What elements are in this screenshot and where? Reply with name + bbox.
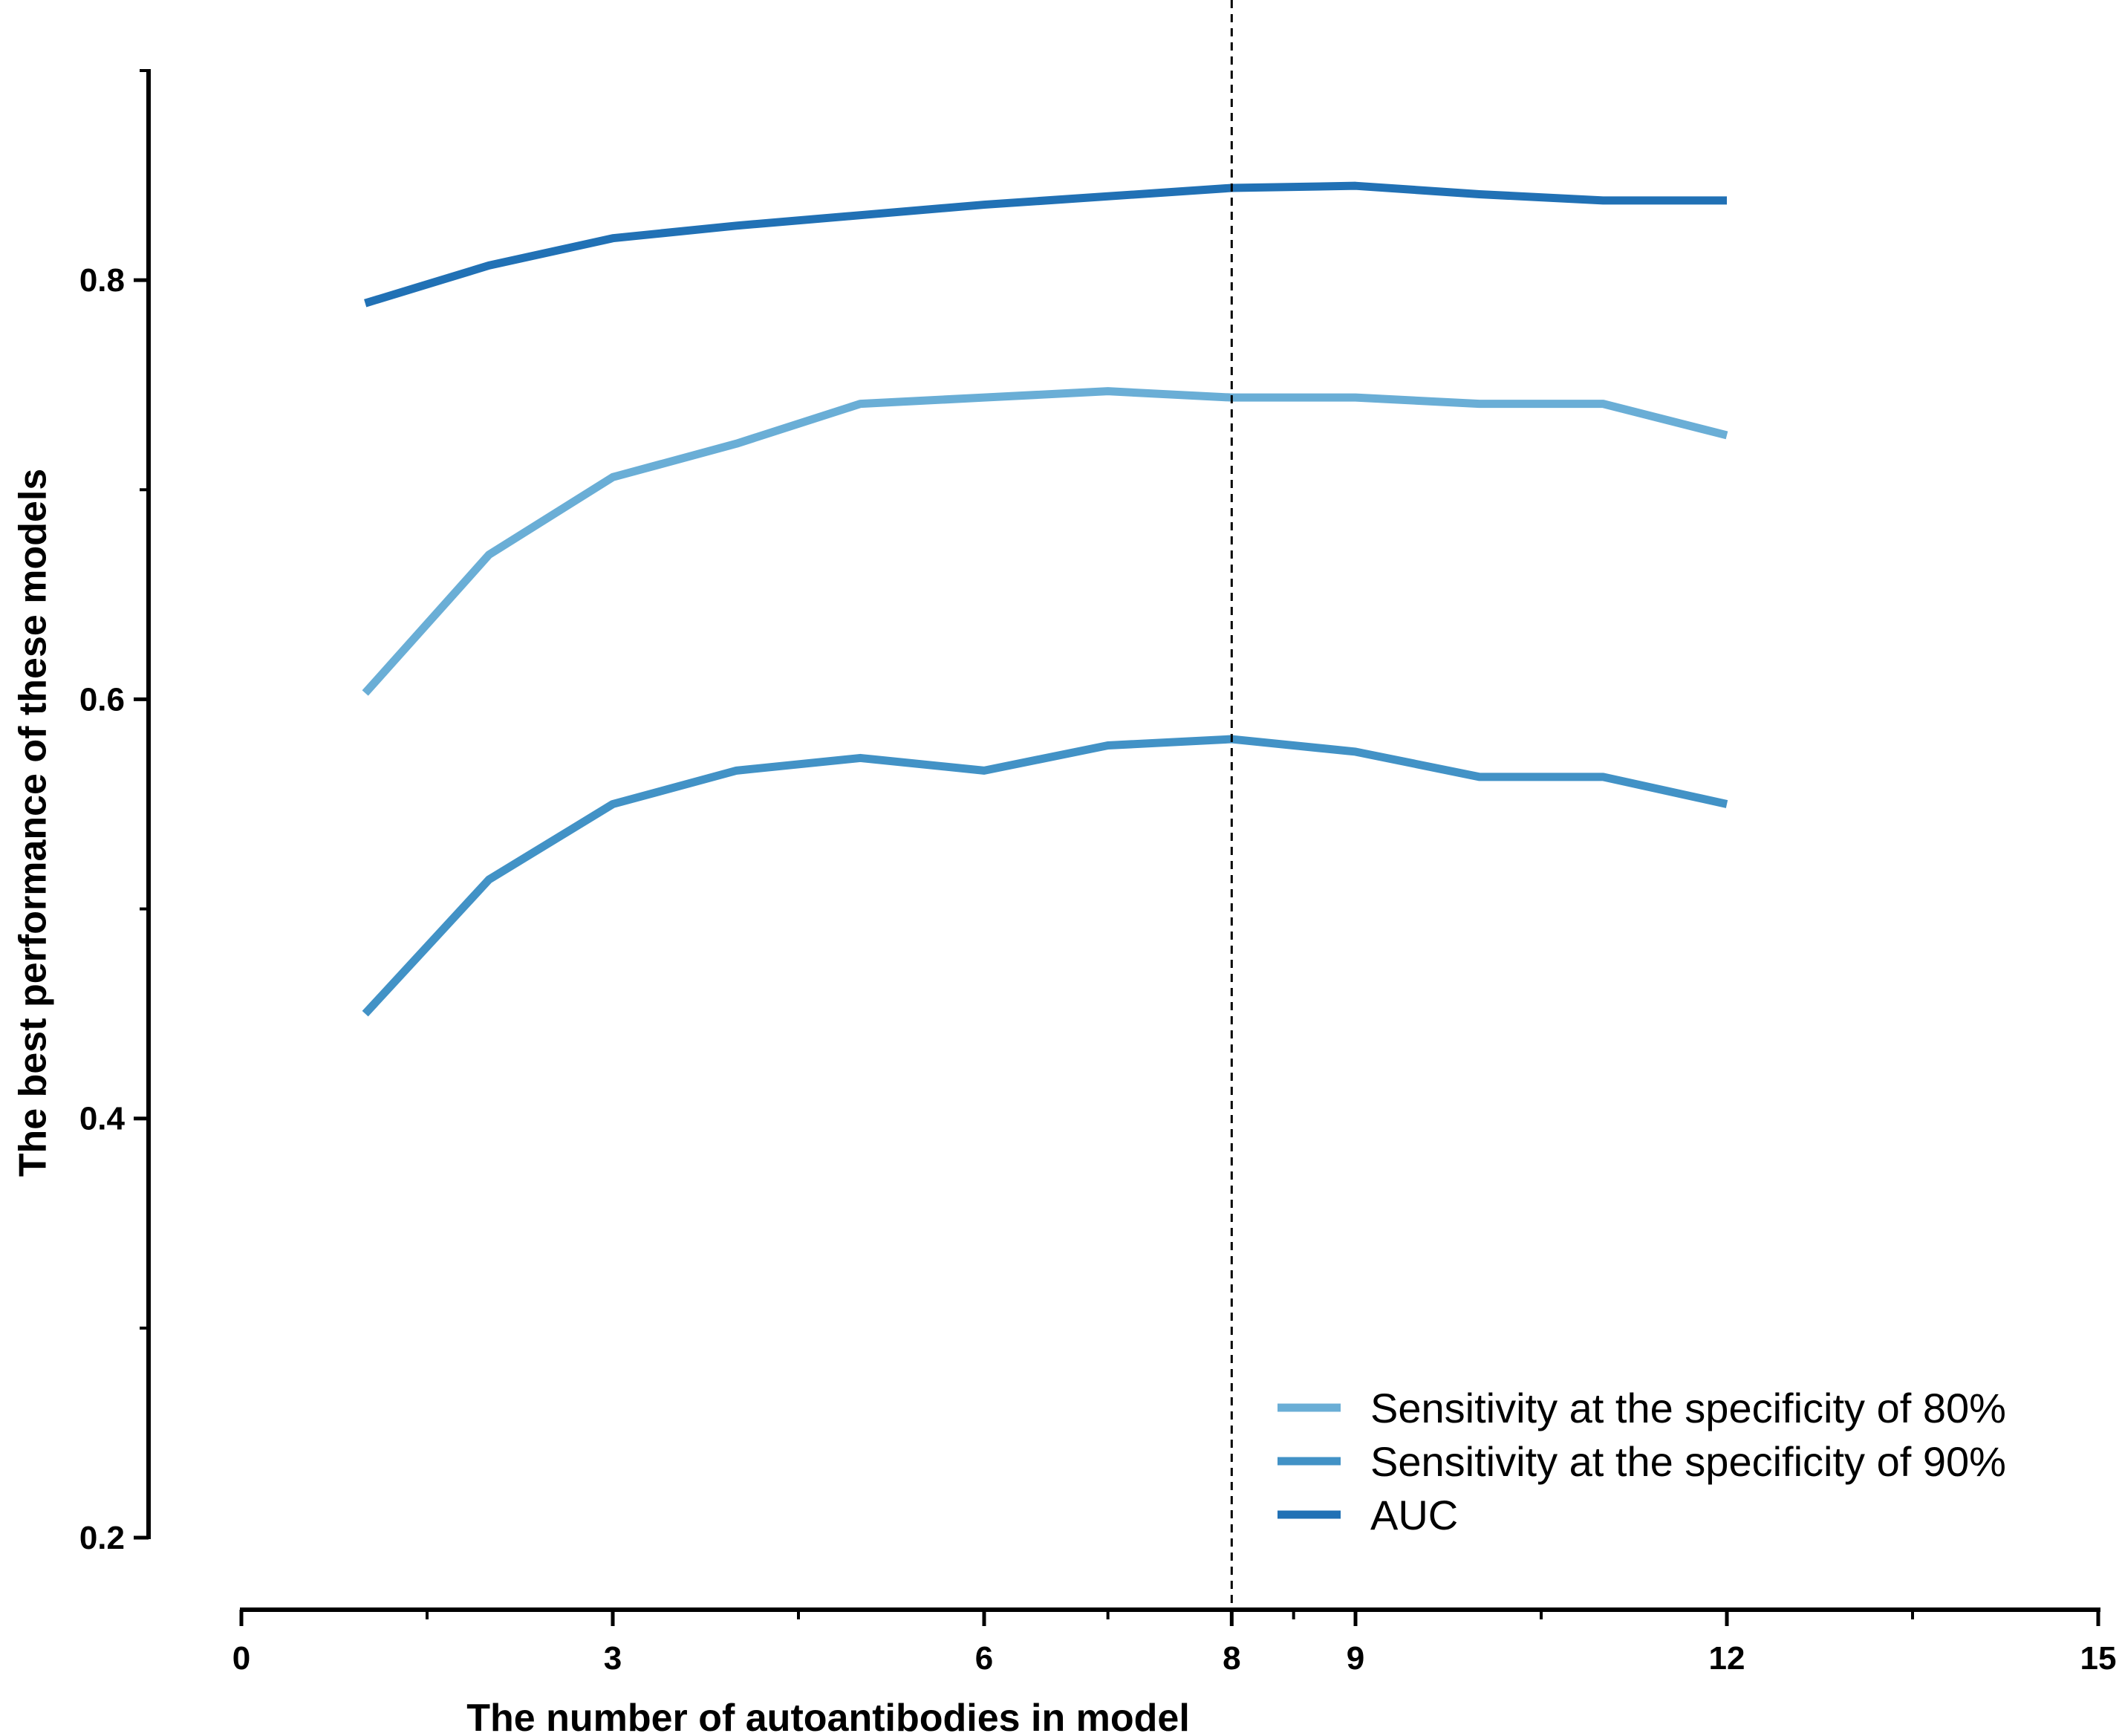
x-tick-label: 9 xyxy=(1347,1640,1364,1677)
y-tick-label: 0.2 xyxy=(79,1520,125,1556)
y-tick-label: 0.8 xyxy=(79,262,125,299)
series-group xyxy=(362,181,1728,1017)
x-ticks: 0 3 6 8 9 12 15 xyxy=(232,1610,2117,1677)
legend-label: Sensitivity at the specificity of 80% xyxy=(1370,1385,2006,1431)
y-tick-label: 0.6 xyxy=(79,681,125,718)
series-line-1 xyxy=(362,387,1728,696)
x-tick-label: 12 xyxy=(1709,1640,1745,1677)
x-tick-label: 6 xyxy=(975,1640,993,1677)
x-tick-label: 8 xyxy=(1223,1640,1240,1677)
x-tick-label: 15 xyxy=(2080,1640,2117,1677)
x-tick-label: 0 xyxy=(232,1640,250,1677)
y-tick-label: 0.4 xyxy=(79,1101,126,1137)
y-ticks: 0.2 0.4 0.6 0.8 xyxy=(79,69,149,1556)
legend-label: AUC xyxy=(1370,1492,1458,1538)
legend: Sensitivity at the specificity of 80% Sen… xyxy=(1278,1385,2006,1538)
x-axis-title: The number of autoantibodies in model xyxy=(466,1697,1190,1736)
series-line-3 xyxy=(364,181,1727,308)
legend-label: Sensitivity at the specificity of 90% xyxy=(1370,1438,2006,1485)
y-axis-title: The best performance of these models xyxy=(12,469,55,1177)
series-line-2 xyxy=(362,735,1728,1017)
axes xyxy=(146,69,2100,1612)
x-tick-label: 3 xyxy=(604,1640,622,1677)
